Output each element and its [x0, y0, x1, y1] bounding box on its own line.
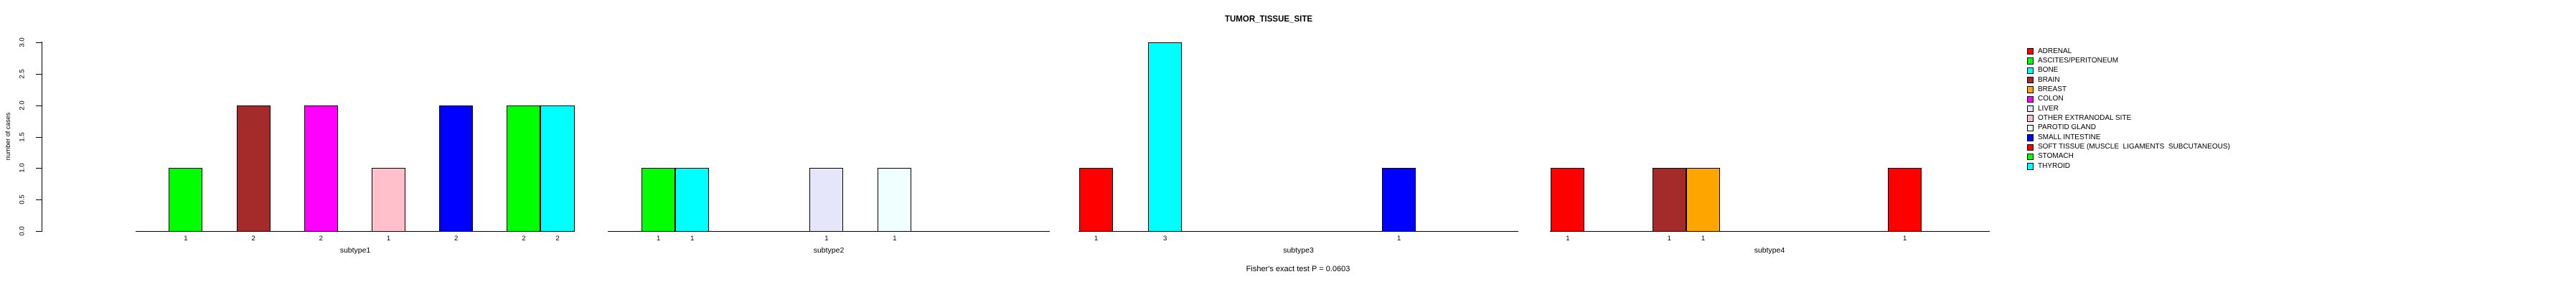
- bar-orange: [1686, 168, 1721, 232]
- bar-count-label: 1: [184, 234, 188, 243]
- bar-count-label: 1: [1566, 234, 1570, 243]
- legend-swatch: [2027, 77, 2034, 84]
- y-tick: [36, 42, 42, 43]
- legend-swatch: [2027, 134, 2034, 141]
- legend-swatch: [2027, 86, 2034, 93]
- bar-count-label: 1: [1094, 234, 1099, 243]
- legend-swatch: [2027, 67, 2034, 75]
- bar-count-label: 3: [1162, 234, 1167, 243]
- y-tick-label: 3.0: [18, 37, 27, 47]
- legend-label: PAROTID GLAND: [2038, 123, 2096, 132]
- y-tick-label: 0.5: [18, 194, 27, 205]
- legend-swatch: [2027, 144, 2034, 151]
- legend-swatch: [2027, 57, 2034, 65]
- bar-red: [1079, 168, 1114, 232]
- y-tick-label: 1.5: [18, 131, 27, 142]
- x-axis-label: subtype1: [339, 246, 371, 255]
- bar-count-label: 1: [656, 234, 661, 243]
- legend-swatch: [2027, 48, 2034, 55]
- legend-label: BONE: [2038, 66, 2059, 75]
- bar-red: [1551, 168, 1585, 232]
- legend-label: BRAIN: [2038, 75, 2060, 84]
- x-axis-label: subtype4: [1754, 246, 1785, 255]
- y-tick: [36, 168, 42, 169]
- x-axis-label: subtype3: [1283, 246, 1314, 255]
- legend-label: ASCITES/PERITONEUM: [2038, 56, 2119, 65]
- legend-swatch: [2027, 163, 2034, 170]
- legend-swatch: [2027, 153, 2034, 161]
- bar-count-label: 2: [251, 234, 255, 243]
- bar-blue: [1382, 168, 1416, 232]
- bar-count-label: 2: [319, 234, 323, 243]
- y-tick: [36, 105, 42, 106]
- legend-label: ADRENAL: [2038, 47, 2072, 55]
- bar-count-label: 1: [1667, 234, 1671, 243]
- chart-title: TUMOR_TISSUE_SITE: [1224, 15, 1313, 24]
- bar-lavender: [809, 168, 844, 232]
- y-tick-label: 1.0: [18, 163, 27, 174]
- bar-count-label: 1: [1902, 234, 1907, 243]
- legend-label: COLON: [2038, 95, 2064, 103]
- legend-swatch: [2027, 105, 2034, 113]
- y-tick: [36, 73, 42, 75]
- y-tick-label: 2.0: [18, 100, 27, 110]
- bar-count-label: 2: [522, 234, 526, 243]
- bar-count-label: 2: [555, 234, 560, 243]
- bar-cyan: [1148, 42, 1183, 232]
- y-tick-label: 2.5: [18, 68, 27, 79]
- bar-blue: [439, 105, 474, 232]
- legend-label: STOMACH: [2038, 152, 2074, 161]
- bar-green: [507, 105, 541, 232]
- bar-count-label: 1: [893, 234, 897, 243]
- bar-green: [641, 168, 676, 232]
- fisher-test-annotation: Fisher's exact test P = 0.0603: [1246, 265, 1350, 273]
- legend-label: OTHER EXTRANODAL SITE: [2038, 113, 2132, 122]
- bar-count-label: 1: [690, 234, 695, 243]
- y-tick: [36, 136, 42, 138]
- y-tick: [36, 231, 42, 232]
- bar-brown: [1652, 168, 1686, 232]
- x-axis-label: subtype2: [813, 246, 845, 255]
- bar-pink: [371, 168, 406, 232]
- bar-green: [169, 168, 203, 232]
- legend-label: SMALL INTESTINE: [2038, 133, 2101, 141]
- legend-label: SOFT TISSUE (MUSCLE LIGAMENTS SUBCUTANEO…: [2038, 143, 2230, 151]
- bar-brown: [236, 105, 271, 232]
- bar-azure: [878, 168, 912, 232]
- legend-label: LIVER: [2038, 104, 2059, 113]
- legend-swatch: [2027, 124, 2034, 132]
- bar-count-label: 1: [1701, 234, 1706, 243]
- bar-count-label: 1: [1396, 234, 1401, 243]
- legend-label: THYROID: [2038, 161, 2070, 170]
- legend-swatch: [2027, 95, 2034, 103]
- bar-cyan: [540, 105, 575, 232]
- y-tick-label: 0.0: [18, 226, 27, 236]
- bar-magenta: [304, 105, 338, 232]
- bar-cyan: [675, 168, 710, 232]
- legend-swatch: [2027, 115, 2034, 122]
- x-axis-line: [1078, 231, 1518, 232]
- bar-red: [1888, 168, 1922, 232]
- bar-count-label: 2: [454, 234, 459, 243]
- bar-count-label: 1: [824, 234, 829, 243]
- x-axis-line: [136, 231, 575, 232]
- y-tick: [36, 199, 42, 201]
- bar-count-label: 1: [386, 234, 391, 243]
- x-axis-line: [1550, 231, 1990, 232]
- legend-label: BREAST: [2038, 85, 2067, 93]
- y-axis-title: number of cases: [4, 112, 11, 161]
